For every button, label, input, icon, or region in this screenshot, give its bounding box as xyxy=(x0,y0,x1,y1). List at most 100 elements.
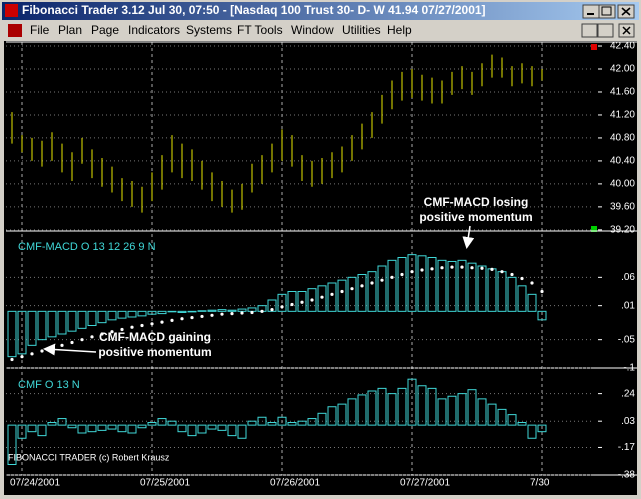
menu-item[interactable]: FT Tools xyxy=(237,23,283,37)
signal-dot xyxy=(340,289,344,294)
x-tick-label: 07/26/2001 xyxy=(270,478,320,489)
signal-dot xyxy=(190,315,194,320)
signal-dot xyxy=(150,322,154,326)
histogram-bar xyxy=(487,403,497,426)
menu-item[interactable]: Indicators xyxy=(128,23,180,37)
signal-dot xyxy=(60,343,64,347)
signal-dot xyxy=(170,318,174,322)
x-tick-label: 07/25/2001 xyxy=(140,478,190,489)
histogram-bar xyxy=(247,420,257,426)
histogram-bar xyxy=(497,408,507,426)
signal-dot xyxy=(450,265,454,269)
histogram-bar xyxy=(467,389,477,426)
y-tick-label: -.17 xyxy=(618,442,636,453)
signal-dot xyxy=(310,298,314,302)
document-icon xyxy=(8,24,22,37)
histogram-bar xyxy=(377,387,387,426)
histogram-bar xyxy=(377,265,387,312)
histogram-bar xyxy=(147,310,157,315)
signal-dot xyxy=(120,327,124,332)
y-tick-label: .06 xyxy=(621,272,635,283)
histogram-bar xyxy=(187,310,197,313)
maximize-glyph xyxy=(601,6,612,16)
signal-dot xyxy=(380,278,384,282)
y-tick-label: 39.60 xyxy=(610,202,635,213)
histogram-bar xyxy=(207,309,217,312)
annotation-text: positive momentum xyxy=(419,210,532,224)
histogram-bar xyxy=(57,418,67,426)
histogram-bar xyxy=(187,424,197,437)
histogram-bar xyxy=(107,424,117,430)
signal-dot xyxy=(260,309,264,313)
signal-dot xyxy=(430,267,434,271)
y-tick-label: .24 xyxy=(621,388,635,399)
y-tick-label: 41.20 xyxy=(610,110,635,121)
histogram-bar xyxy=(337,279,347,312)
histogram-bar xyxy=(277,293,287,312)
histogram-bar xyxy=(17,310,27,355)
histogram-bar xyxy=(507,414,517,426)
annotations: CMF-MACD losing positive momentum CMF-MA… xyxy=(43,195,533,359)
mdi-restore[interactable] xyxy=(597,23,614,38)
mdi-close-glyph xyxy=(622,26,631,35)
histogram-bar xyxy=(457,393,467,426)
histogram-bar xyxy=(397,387,407,426)
menu-item[interactable]: File xyxy=(30,23,50,37)
histogram-bar xyxy=(67,424,77,429)
signal-dot xyxy=(240,311,244,315)
histogram-bar xyxy=(227,309,237,312)
close-glyph xyxy=(621,7,631,16)
signal-dot xyxy=(460,265,464,269)
signal-dot xyxy=(90,335,94,339)
signal-dot xyxy=(350,287,354,291)
marker-red xyxy=(591,44,597,50)
histogram-bar xyxy=(327,282,337,312)
menu-item[interactable]: Utilities xyxy=(342,23,381,37)
histogram-bar xyxy=(317,412,327,426)
histogram-bar xyxy=(177,424,187,433)
histogram-bar xyxy=(197,310,207,312)
app-icon xyxy=(5,4,18,17)
histogram-bar xyxy=(257,416,267,426)
histogram-bar xyxy=(367,271,377,312)
signal-dot xyxy=(210,313,214,317)
signal-dot xyxy=(10,357,14,362)
menu-item[interactable]: Plan xyxy=(58,23,82,37)
histogram-bar xyxy=(217,309,227,312)
annotation-arrow xyxy=(462,225,475,249)
histogram-bar xyxy=(37,310,47,341)
menu-item[interactable]: Window xyxy=(291,23,334,37)
histogram-bar xyxy=(7,424,17,465)
mdi-minimize[interactable] xyxy=(581,23,598,38)
histogram-bar xyxy=(527,293,537,312)
histogram-bar xyxy=(477,398,487,426)
histogram-bar xyxy=(397,257,407,312)
histogram-bar xyxy=(527,424,537,439)
signal-dot xyxy=(280,305,284,309)
x-tick-label: 07/24/2001 xyxy=(10,478,60,489)
signal-dot xyxy=(330,292,334,296)
histogram-bar xyxy=(297,291,307,312)
histogram-bar xyxy=(307,288,317,312)
signal-dot xyxy=(470,266,474,270)
histogram-bar xyxy=(117,424,127,433)
histogram-bar xyxy=(517,422,527,426)
histogram-bar xyxy=(347,398,357,426)
pane-label: CMF-MACD O 13 12 26 9 N xyxy=(18,241,156,253)
menu-item[interactable]: Systems xyxy=(186,23,232,37)
histogram-bar xyxy=(337,403,347,426)
menu-item[interactable]: Page xyxy=(91,23,119,37)
signal-dot xyxy=(220,312,224,316)
signal-dot xyxy=(370,281,374,285)
pane-label: CMF O 13 N xyxy=(18,379,80,391)
signal-dot xyxy=(540,289,544,294)
minimize-button[interactable] xyxy=(582,4,600,19)
histogram-bar xyxy=(367,390,377,426)
histogram-bar xyxy=(267,422,277,426)
menu-item[interactable]: Help xyxy=(387,23,412,37)
y-tick-label: -.05 xyxy=(618,334,636,345)
histogram-bar xyxy=(157,310,167,315)
histogram-bar xyxy=(457,259,467,312)
histogram-bar xyxy=(537,424,547,433)
